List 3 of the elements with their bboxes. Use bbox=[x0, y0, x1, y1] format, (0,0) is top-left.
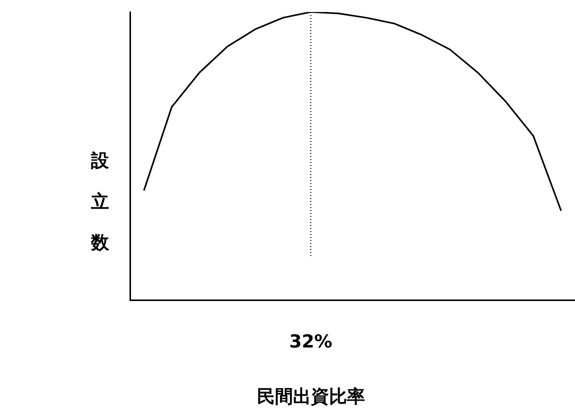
y-axis-title: 設立数 bbox=[90, 150, 110, 254]
text: 32% bbox=[289, 332, 332, 353]
x-axis-title: 民間出資比率 bbox=[256, 386, 365, 408]
